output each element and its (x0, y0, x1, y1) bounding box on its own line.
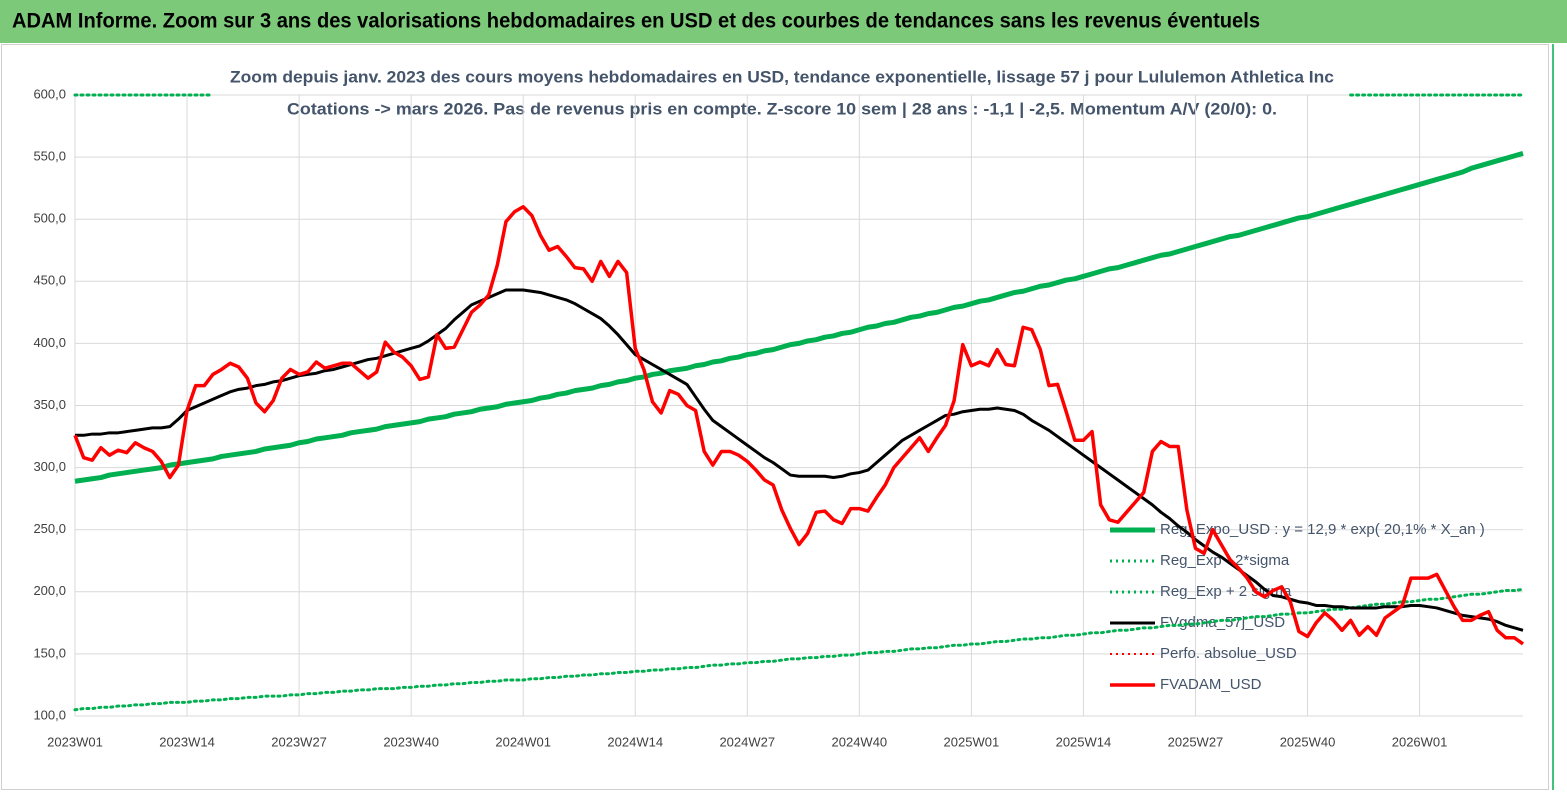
series-layer (73, 93, 1525, 712)
x-tick-label: 2025W27 (1168, 734, 1224, 749)
legend-label: FVADAM_USD (1160, 676, 1262, 693)
x-tick-label: 2023W40 (383, 734, 439, 749)
x-tick-label: 2024W01 (495, 734, 551, 749)
y-tick-label: 400,0 (33, 335, 66, 350)
series-line (74, 150, 1524, 484)
x-tick-label: 2024W40 (832, 734, 888, 749)
legend: Reg_Expo_USD : y = 12,9 * exp( 20,1% * X… (1110, 521, 1485, 693)
header-title: ADAM Informe. Zoom sur 3 ans des valoris… (12, 10, 1260, 33)
x-tick-label: 2023W14 (159, 734, 215, 749)
legend-label: Reg_Exp + 2 sigma (1160, 583, 1292, 600)
legend-label: Reg_Expo_USD : y = 12,9 * exp( 20,1% * X… (1160, 521, 1485, 538)
series-line (75, 288, 1524, 632)
x-tick-label: 2025W01 (944, 734, 1000, 749)
legend-label: Perfo. absolue_USD (1160, 645, 1297, 662)
chart-subtitle: Cotations -> mars 2026. Pas de revenus p… (287, 99, 1277, 118)
x-tick-label: 2023W01 (47, 734, 103, 749)
series-line (73, 205, 1525, 646)
y-tick-label: 450,0 (33, 273, 66, 288)
x-tick-label: 2024W27 (719, 734, 775, 749)
x-tick-label: 2025W14 (1056, 734, 1112, 749)
y-tick-label: 250,0 (33, 521, 66, 536)
y-tick-label: 600,0 (33, 86, 66, 101)
chart-frame (1, 44, 1549, 790)
x-tick-label: 2023W27 (271, 734, 327, 749)
y-tick-label: 100,0 (33, 707, 66, 722)
x-tick-label: 2025W40 (1280, 734, 1336, 749)
y-tick-label: 500,0 (33, 211, 66, 226)
y-tick-label: 150,0 (33, 645, 66, 660)
y-tick-label: 300,0 (33, 459, 66, 474)
y-tick-label: 350,0 (33, 397, 66, 412)
series-line (73, 587, 1525, 712)
grid: 100,0 150,0 200,0 250,0 300,0 350,0 400,0 450,0… (33, 86, 1523, 749)
y-tick-label: 200,0 (33, 583, 66, 598)
header-bar (0, 0, 1567, 43)
y-tick-label: 550,0 (33, 149, 66, 164)
x-tick-label: 2026W01 (1392, 734, 1448, 749)
x-tick-label: 2024W14 (607, 734, 663, 749)
chart-title: Zoom depuis janv. 2023 des cours moyens … (230, 67, 1334, 86)
legend-label: FVgdma_57j_USD (1160, 614, 1285, 631)
